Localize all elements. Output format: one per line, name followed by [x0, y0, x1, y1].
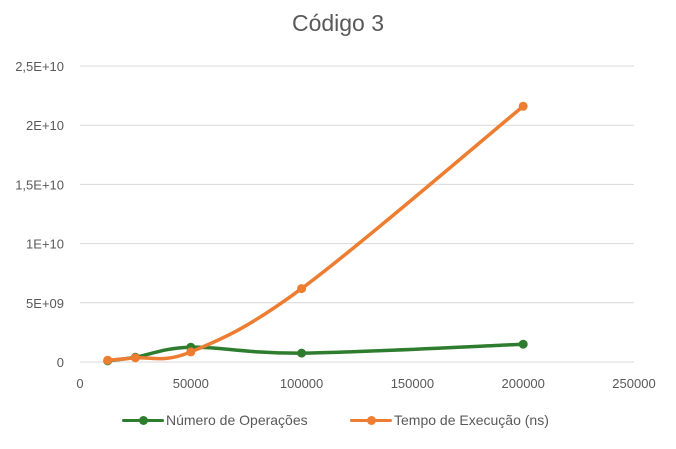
legend-item-tempo-de-execucao: Tempo de Execução (ns) — [350, 412, 549, 428]
x-tick-label: 200000 — [502, 376, 545, 391]
legend-item-numero-de-operacoes: Número de Operações — [122, 412, 308, 428]
legend-label-numero-de-operacoes: Número de Operações — [166, 412, 308, 428]
data-point-numero-de-operacoes — [297, 348, 307, 358]
data-point-tempo-de-execucao — [297, 284, 307, 294]
chart-title: Código 3 — [291, 10, 385, 36]
y-tick-label: 1,5E+10 — [15, 177, 64, 192]
data-point-tempo-de-execucao — [103, 355, 113, 365]
legend-swatch-tempo-de-execucao — [350, 415, 392, 425]
data-point-tempo-de-execucao — [518, 101, 528, 111]
legend: Número de Operações Tempo de Execução (n… — [0, 410, 676, 434]
data-point-tempo-de-execucao — [186, 347, 196, 357]
series-line-tempo-de-execucao — [105, 104, 525, 362]
y-tick-label: 5E+09 — [26, 296, 64, 311]
data-point-tempo-de-execucao — [130, 353, 140, 363]
x-tick-label: 0 — [76, 376, 83, 391]
x-tick-label: 250000 — [612, 376, 655, 391]
legend-swatch-numero-de-operacoes — [122, 415, 164, 425]
y-tick-label: 2,5E+10 — [15, 59, 64, 74]
x-tick-label: 50000 — [173, 376, 209, 391]
y-tick-label: 0 — [57, 355, 64, 370]
y-tick-label: 1E+10 — [26, 237, 64, 252]
data-point-numero-de-operacoes — [518, 339, 528, 349]
legend-label-tempo-de-execucao: Tempo de Execução (ns) — [394, 412, 549, 428]
x-tick-label: 100000 — [280, 376, 323, 391]
y-tick-label: 2E+10 — [26, 118, 64, 133]
x-tick-label: 150000 — [391, 376, 434, 391]
